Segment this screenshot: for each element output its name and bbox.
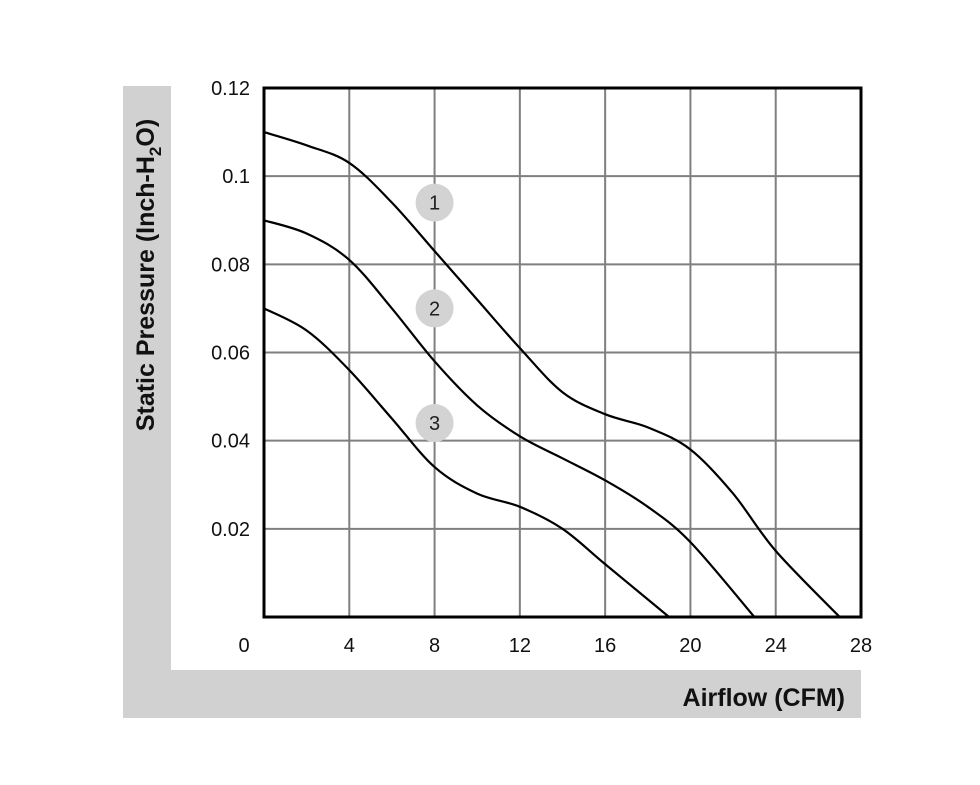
y-axis-label-main: Static Pressure (Inch-H xyxy=(132,156,160,431)
y-tick-label-5: 0.12 xyxy=(211,78,250,100)
y-tick-label-3: 0.08 xyxy=(211,254,250,276)
y-tick-label-4: 0.1 xyxy=(222,166,250,188)
x-tick-label-4: 16 xyxy=(594,635,616,657)
series-marker-label-1: 1 xyxy=(429,193,440,215)
x-tick-label-2: 8 xyxy=(429,635,440,657)
x-tick-label-3: 12 xyxy=(509,635,531,657)
plot-frame xyxy=(262,86,863,619)
series-group xyxy=(263,131,841,618)
x-tick-label-0: 0 xyxy=(238,635,249,657)
y-axis-label-end: O) xyxy=(132,119,160,147)
series-marker-2 xyxy=(415,289,454,328)
series-line-1 xyxy=(263,131,841,618)
x-tick-label-6: 24 xyxy=(765,635,787,657)
y-tick-labels: 0.02 0.04 0.06 0.08 0.1 0.12 xyxy=(211,78,250,541)
y-tick-label-0: 0.02 xyxy=(211,519,250,541)
x-tick-label-1: 4 xyxy=(344,635,355,657)
series-marker-label-3: 3 xyxy=(429,413,440,435)
frame-band-bottom xyxy=(123,670,861,718)
y-axis-label-subscript: 2 xyxy=(146,147,165,156)
x-tick-label-5: 20 xyxy=(679,635,701,657)
x-tick-label-7: 28 xyxy=(850,635,872,657)
frame-band-left xyxy=(123,86,171,718)
y-tick-label-1: 0.04 xyxy=(211,431,250,453)
series-marker-label-2: 2 xyxy=(429,298,440,320)
series-marker-3 xyxy=(415,404,454,443)
series-marker-1 xyxy=(415,183,454,222)
series-line-3 xyxy=(263,307,670,618)
x-tick-labels: 0 4 8 12 16 20 24 28 xyxy=(238,635,872,657)
y-axis-label: Static Pressure (Inch-H2O) xyxy=(132,119,165,431)
x-axis-label: Airflow (CFM) xyxy=(683,684,845,712)
y-tick-label-2: 0.06 xyxy=(211,343,250,365)
series-line-2 xyxy=(263,219,756,618)
series-markers: 1 2 3 xyxy=(415,183,454,443)
